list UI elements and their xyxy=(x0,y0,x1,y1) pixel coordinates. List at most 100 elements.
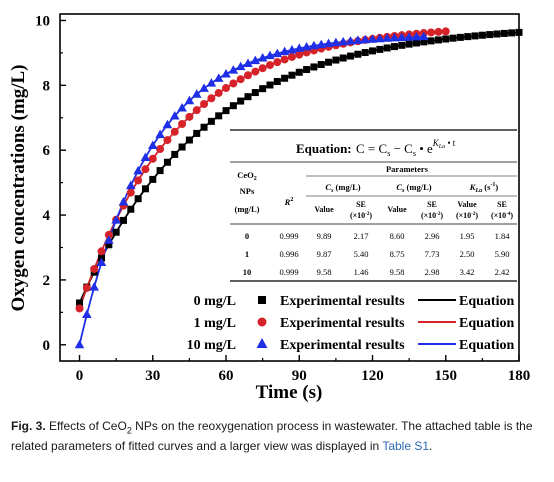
data-point-square xyxy=(478,31,486,39)
table-cell-c0-se: 2.96 xyxy=(425,231,440,241)
table-cell-k-se: 2.42 xyxy=(495,267,510,277)
data-point-triangle xyxy=(375,33,385,43)
table-cell-k-val: 3.42 xyxy=(460,267,475,277)
table-cell-k-se: 1.84 xyxy=(495,231,511,241)
data-point-triangle xyxy=(206,78,217,87)
data-point-square xyxy=(303,66,311,74)
y-tick-label: 6 xyxy=(43,143,51,159)
data-point-triangle xyxy=(353,35,363,44)
data-point-square xyxy=(442,35,450,43)
data-point-square xyxy=(193,129,201,137)
data-point-triangle xyxy=(126,180,136,190)
data-point-square xyxy=(383,44,391,52)
data-point-square xyxy=(229,102,237,110)
table-cell-np: 1 xyxy=(245,249,249,259)
table-cell-k-se: 5.90 xyxy=(495,249,510,259)
data-point-square xyxy=(156,167,164,175)
data-point-square xyxy=(471,32,479,40)
equation: Equation: C = Cs − Cs • eKLa • t xyxy=(296,138,456,158)
table-cell-c0-val: 9.58 xyxy=(390,267,405,277)
table-s1-link[interactable]: Table S1 xyxy=(382,439,430,454)
legend-label: 0 mg/L xyxy=(194,294,236,309)
kla-se-scale: (×10-4) xyxy=(491,211,513,220)
data-point-square xyxy=(369,47,377,55)
data-point-triangle xyxy=(213,73,224,82)
c0-value-header: Value xyxy=(387,205,407,214)
caption-text-a: Effects of CeO xyxy=(45,419,127,433)
data-point-square xyxy=(127,205,135,213)
legend-line-text: Equation xyxy=(459,294,514,309)
table-cell-r2: 0.999 xyxy=(279,231,298,241)
data-point-circle xyxy=(222,84,231,93)
data-point-circle xyxy=(243,71,252,80)
caption-text-b: NPs on the reoxygenation process in wast… xyxy=(11,419,533,454)
col-c0: Cs (mg/L) xyxy=(396,182,431,194)
data-point-circle xyxy=(170,127,179,136)
data-point-triangle xyxy=(155,129,165,139)
table-cell-r2: 0.996 xyxy=(279,249,298,259)
data-point-square xyxy=(185,136,193,144)
data-point-triangle xyxy=(169,110,180,120)
data-point-square xyxy=(376,45,384,53)
legend-line-text: Equation xyxy=(459,338,514,353)
data-point-circle xyxy=(251,67,260,76)
data-point-square xyxy=(456,33,464,41)
table-cell-c0-se: 7.73 xyxy=(425,249,440,259)
x-tick-label: 30 xyxy=(145,368,160,384)
legend-circle-icon xyxy=(257,317,267,327)
data-point-circle xyxy=(156,145,165,154)
data-point-square xyxy=(332,56,340,64)
data-point-triangle xyxy=(345,36,356,45)
data-points xyxy=(74,27,523,349)
data-point-square xyxy=(215,112,223,120)
table-cell-cs-se: 1.46 xyxy=(354,267,369,277)
data-point-triangle xyxy=(294,43,305,52)
data-point-circle xyxy=(258,64,267,73)
data-point-triangle xyxy=(133,165,143,175)
data-point-triangle xyxy=(404,32,414,41)
data-point-square xyxy=(317,61,325,69)
data-point-triangle xyxy=(74,339,85,349)
data-point-circle xyxy=(148,154,157,163)
legend-triangle-icon xyxy=(256,338,268,348)
data-point-circle xyxy=(273,58,282,67)
data-point-square xyxy=(141,185,149,193)
y-tick-label: 10 xyxy=(35,13,50,29)
data-point-circle xyxy=(214,88,223,97)
data-point-square xyxy=(427,37,435,45)
data-point-circle xyxy=(229,79,238,88)
data-point-square xyxy=(119,216,127,224)
data-point-circle xyxy=(90,264,99,273)
axis-ticks xyxy=(60,19,520,361)
table-row: 0 0.999 9.89 2.17 8.60 2.96 1.95 1.84 xyxy=(245,231,510,241)
data-point-circle xyxy=(441,27,450,36)
table-row: 10 0.999 9.58 1.46 9.58 2.98 3.42 2.42 xyxy=(243,267,510,277)
data-point-triangle xyxy=(287,44,297,54)
table-cell-np: 10 xyxy=(243,267,252,277)
data-point-triangle xyxy=(89,282,99,291)
data-point-circle xyxy=(97,247,106,256)
table-cell-c0-val: 8.75 xyxy=(390,249,405,259)
cs-value-header: Value xyxy=(314,205,334,214)
data-point-triangle xyxy=(367,34,378,43)
kla-value-header: Value xyxy=(457,200,477,209)
data-point-square xyxy=(288,71,296,79)
data-point-square xyxy=(310,63,318,71)
data-point-triangle xyxy=(221,69,231,78)
data-point-triangle xyxy=(177,102,187,112)
data-point-square xyxy=(390,43,398,51)
data-point-triangle xyxy=(301,42,312,51)
equation-label: Equation: xyxy=(296,141,352,156)
data-point-circle xyxy=(134,176,143,185)
caption-end: . xyxy=(429,439,433,454)
data-point-square xyxy=(149,175,157,183)
data-point-circle xyxy=(75,304,84,313)
data-point-triangle xyxy=(104,235,114,244)
data-point-square xyxy=(171,150,179,158)
x-tick-label: 180 xyxy=(508,368,531,384)
data-point-square xyxy=(325,58,333,66)
data-point-triangle xyxy=(140,152,151,161)
data-point-triangle xyxy=(323,38,334,48)
